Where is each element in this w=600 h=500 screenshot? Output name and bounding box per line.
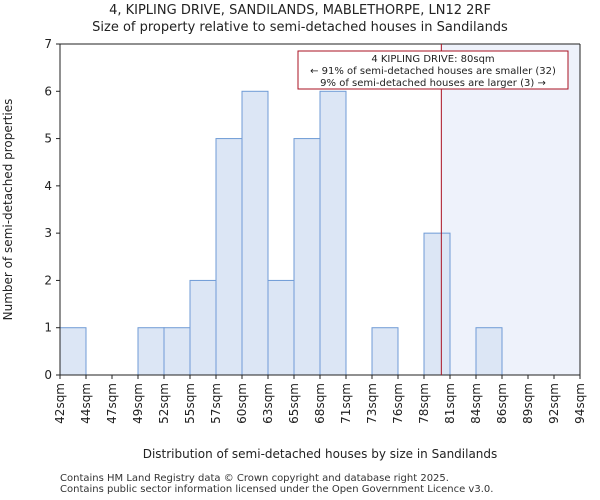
annotation-line: ← 91% of semi-detached houses are smalle… [310, 66, 556, 77]
x-tick-label: 47sqm [105, 383, 119, 424]
x-tick-label: 60sqm [235, 383, 249, 424]
footer-copyright: Contains HM Land Registry data © Crown c… [60, 473, 449, 484]
annotation-line: 9% of semi-detached houses are larger (3… [320, 78, 546, 89]
x-tick-label: 68sqm [313, 383, 327, 424]
highlight-region [441, 44, 580, 375]
x-tick-label: 44sqm [79, 383, 93, 424]
x-tick-label: 55sqm [183, 383, 197, 424]
x-tick-label: 73sqm [365, 383, 379, 424]
y-tick-label: 2 [44, 273, 52, 287]
y-tick-label: 4 [44, 179, 52, 193]
x-tick-label: 81sqm [443, 383, 457, 424]
x-tick-label: 63sqm [261, 383, 275, 424]
x-tick-label: 78sqm [417, 383, 431, 424]
bar [423, 232, 451, 376]
x-tick-label: 42sqm [53, 383, 67, 424]
chart-title: 4, KIPLING DRIVE, SANDILANDS, MABLETHORP… [109, 3, 491, 18]
x-tick-label: 86sqm [495, 383, 509, 424]
y-tick-label: 1 [44, 321, 52, 335]
bar [475, 327, 503, 376]
x-tick-label: 57sqm [209, 383, 223, 424]
y-tick-label: 7 [44, 37, 52, 51]
x-tick-label: 52sqm [157, 383, 171, 424]
x-tick-label: 76sqm [391, 383, 405, 424]
x-tick-label: 65sqm [287, 383, 301, 424]
x-tick-label: 49sqm [131, 383, 145, 424]
bar [215, 138, 243, 376]
annotation-box [297, 50, 569, 90]
y-tick-label: 3 [44, 226, 52, 240]
bar [319, 90, 347, 376]
y-tick-label: 5 [44, 132, 52, 146]
x-tick-label: 84sqm [469, 383, 483, 424]
bar [293, 138, 321, 376]
y-axis-label: Number of semi-detached properties [1, 99, 15, 321]
x-tick-label: 71sqm [339, 383, 353, 424]
chart-subtitle: Size of property relative to semi-detach… [92, 20, 508, 35]
y-tick-label: 6 [44, 84, 52, 98]
bar [189, 279, 217, 376]
y-tick-label: 0 [44, 368, 52, 382]
bar [59, 327, 87, 376]
x-tick-label: 92sqm [547, 383, 561, 424]
annotation-line: 4 KIPLING DRIVE: 80sqm [371, 54, 494, 65]
bar [267, 279, 295, 376]
bar [371, 327, 399, 376]
footer-licence: Contains public sector information licen… [60, 484, 494, 495]
bar [137, 327, 165, 376]
bar [241, 90, 269, 376]
bar [163, 327, 191, 376]
x-tick-label: 89sqm [521, 383, 535, 424]
x-axis-label: Distribution of semi-detached houses by … [143, 447, 498, 461]
x-tick-label: 94sqm [573, 383, 587, 424]
